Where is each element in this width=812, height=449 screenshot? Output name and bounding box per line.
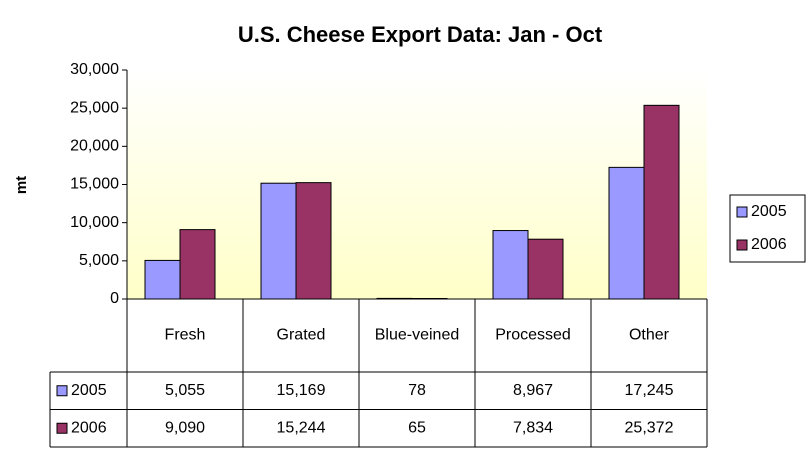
legend-label: 2005 xyxy=(751,203,787,220)
table-value: 15,244 xyxy=(277,419,326,436)
bar xyxy=(260,182,297,300)
y-tick-label: 10,000 xyxy=(70,214,119,231)
y-tick-label: 5,000 xyxy=(79,252,119,269)
y-axis-label: mt xyxy=(13,176,30,194)
y-tick-label: 15,000 xyxy=(70,176,119,193)
legend-key xyxy=(736,206,748,218)
row-label: 2005 xyxy=(71,382,107,399)
category-label: Blue-veined xyxy=(375,327,460,344)
category-label: Fresh xyxy=(165,327,206,344)
table-value: 5,055 xyxy=(165,382,205,399)
legend-key xyxy=(56,422,68,434)
table-value: 65 xyxy=(408,419,426,436)
y-tick-label: 25,000 xyxy=(70,99,119,116)
bar xyxy=(608,166,645,300)
bar xyxy=(179,229,216,300)
bar xyxy=(527,238,564,300)
table-value: 17,245 xyxy=(625,382,674,399)
table-value: 78 xyxy=(408,382,426,399)
y-tick-label: 20,000 xyxy=(70,138,119,155)
legend-key xyxy=(56,385,68,397)
table-value: 25,372 xyxy=(625,419,674,436)
legend xyxy=(729,194,806,263)
category-label: Grated xyxy=(277,327,326,344)
bar xyxy=(492,230,529,300)
chart-title: U.S. Cheese Export Data: Jan - Oct xyxy=(238,22,603,47)
bar xyxy=(295,182,332,300)
table-value: 8,967 xyxy=(513,382,553,399)
row-label: 2006 xyxy=(71,419,107,436)
category-label: Processed xyxy=(495,327,571,344)
legend-label: 2006 xyxy=(751,236,787,253)
legend-key xyxy=(736,239,748,251)
category-label: Other xyxy=(629,327,670,344)
y-tick-label: 30,000 xyxy=(70,61,119,78)
y-tick-label: 0 xyxy=(110,290,119,307)
table-value: 9,090 xyxy=(165,419,205,436)
bar xyxy=(144,259,181,300)
bar xyxy=(643,104,680,300)
table-value: 15,169 xyxy=(277,382,326,399)
table-value: 7,834 xyxy=(513,419,553,436)
